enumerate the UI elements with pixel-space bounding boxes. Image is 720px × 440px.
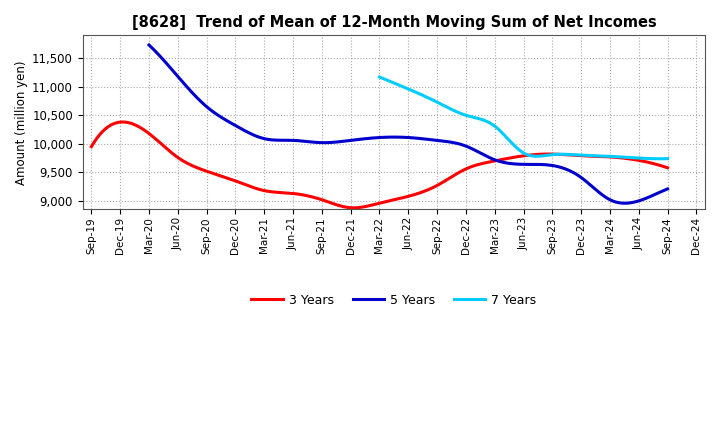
Line: 5 Years: 5 Years [149, 45, 667, 203]
5 Years [454, 141, 462, 146]
7 Years [376, 75, 384, 80]
3 Years [349, 205, 358, 210]
5 Years [663, 186, 672, 191]
7 Years [375, 74, 384, 80]
Line: 7 Years: 7 Years [379, 77, 667, 159]
3 Years [432, 183, 441, 188]
7 Years [546, 152, 555, 158]
3 Years [87, 144, 96, 149]
5 Years [615, 200, 624, 205]
3 Years [118, 119, 127, 125]
3 Years [444, 176, 452, 182]
7 Years [546, 152, 554, 158]
3 Years [89, 141, 98, 146]
5 Years [451, 140, 460, 146]
Title: [8628]  Trend of Mean of 12-Month Moving Sum of Net Incomes: [8628] Trend of Mean of 12-Month Moving … [132, 15, 656, 30]
5 Years [145, 42, 153, 48]
7 Years [636, 155, 645, 161]
3 Years [434, 182, 443, 187]
5 Years [146, 44, 155, 49]
3 Years [663, 165, 672, 170]
5 Years [462, 143, 471, 149]
Line: 3 Years: 3 Years [91, 122, 667, 208]
5 Years [620, 201, 629, 206]
7 Years [655, 156, 664, 161]
7 Years [618, 154, 626, 160]
Y-axis label: Amount (million yen): Amount (million yen) [15, 60, 28, 185]
3 Years [577, 153, 585, 158]
5 Years [582, 179, 590, 184]
3 Years [613, 155, 622, 160]
7 Years [663, 156, 672, 161]
Legend: 3 Years, 5 Years, 7 Years: 3 Years, 5 Years, 7 Years [246, 289, 541, 312]
7 Years [552, 152, 560, 157]
